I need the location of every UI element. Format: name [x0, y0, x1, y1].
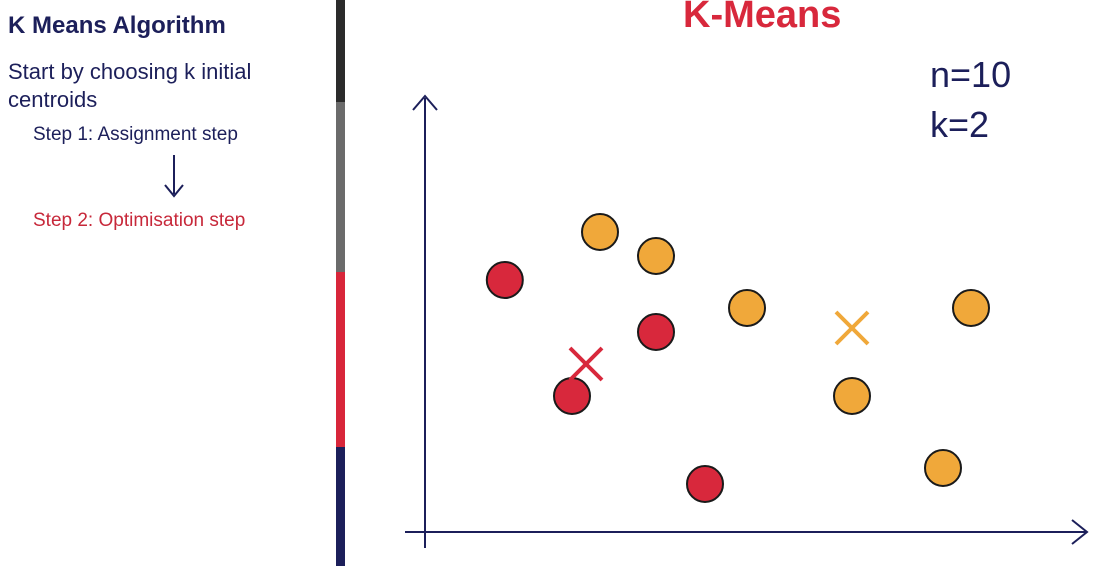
data-point-red-1	[485, 261, 524, 299]
data-point-orange-2	[637, 237, 675, 275]
centroid-orange	[834, 310, 870, 346]
y-axis-arrowhead	[412, 94, 438, 111]
centroid-red	[568, 346, 604, 382]
progress-segment-step2	[336, 272, 345, 447]
param-k-label: k=2	[930, 104, 990, 145]
centroid-orange-stroke	[834, 310, 870, 346]
data-point-red-3	[637, 313, 675, 351]
data-point-red-2	[553, 377, 591, 415]
centroid-red-stroke	[568, 346, 604, 382]
progress-bar	[336, 0, 345, 566]
data-point-orange-1	[581, 213, 619, 251]
progress-segment-intro	[336, 0, 345, 102]
data-point-orange-3	[728, 289, 766, 327]
intro-text: Start by choosing k initial centroids	[8, 59, 252, 112]
param-n-label: n=10	[930, 54, 1012, 95]
data-point-orange-5	[924, 449, 962, 487]
sidebar: K Means Algorithm Start by choosing k in…	[0, 0, 335, 565]
progress-segment-step1	[336, 102, 345, 272]
x-axis-arrowhead	[1071, 519, 1089, 545]
down-arrow-icon	[164, 155, 184, 198]
chart-title: K-Means	[683, 0, 842, 36]
data-point-orange-4	[833, 377, 871, 415]
data-point-red-4	[686, 465, 724, 503]
step2-text: Step 2: Optimisation step	[33, 210, 246, 231]
progress-segment-remaining	[336, 447, 345, 566]
step1-text: Step 1: Assignment step	[33, 124, 238, 145]
data-point-orange-6	[952, 289, 990, 327]
algorithm-title: K Means Algorithm	[8, 12, 226, 39]
